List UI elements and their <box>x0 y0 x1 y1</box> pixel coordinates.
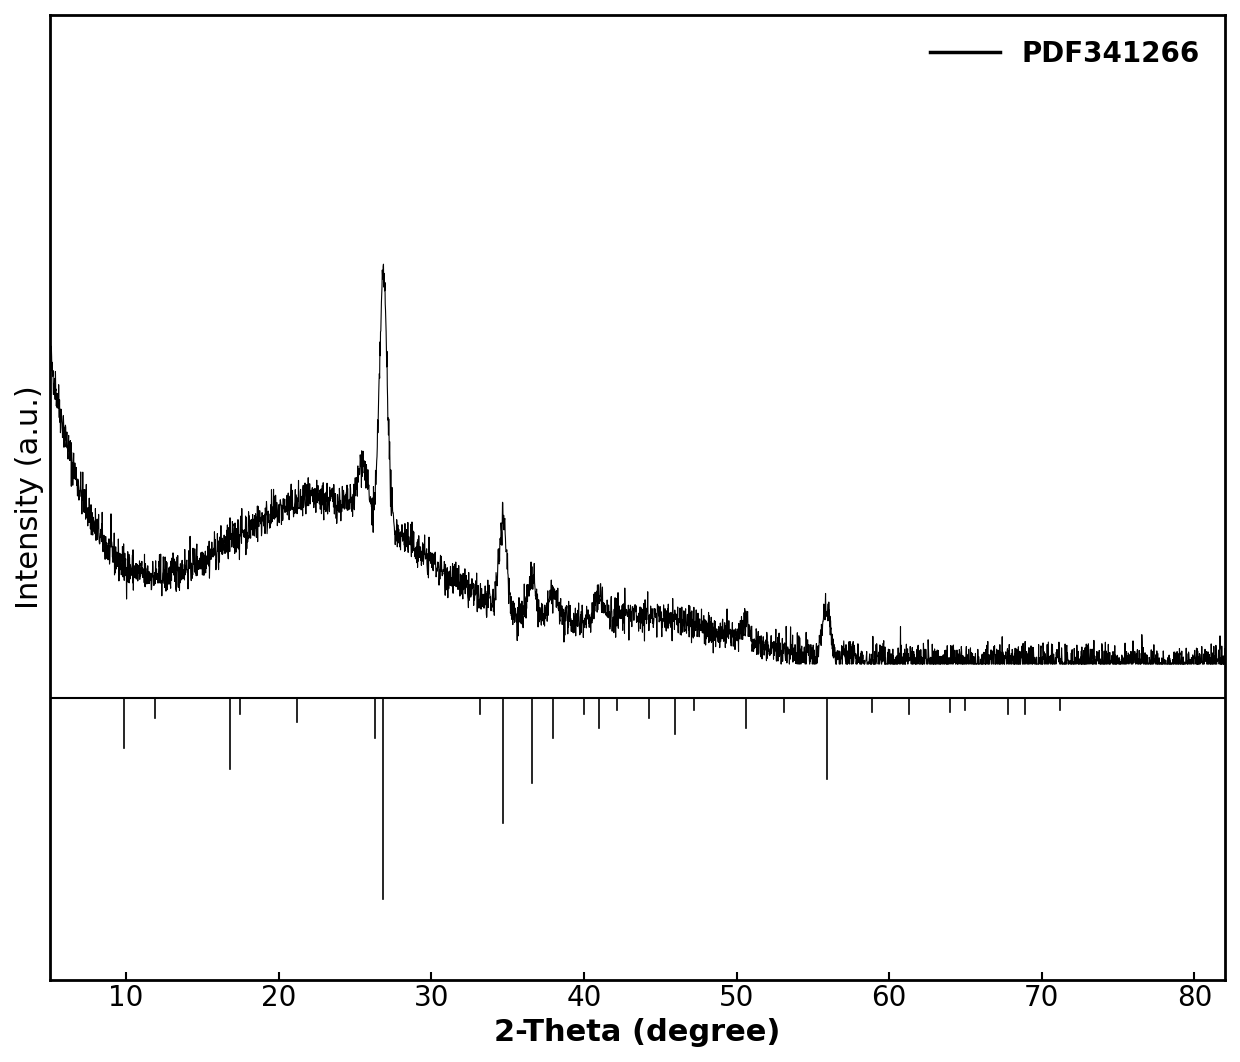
Y-axis label: Intensity (a.u.): Intensity (a.u.) <box>15 386 43 610</box>
Legend: PDF341266: PDF341266 <box>919 29 1211 79</box>
X-axis label: 2-Theta (degree): 2-Theta (degree) <box>494 1018 780 1047</box>
